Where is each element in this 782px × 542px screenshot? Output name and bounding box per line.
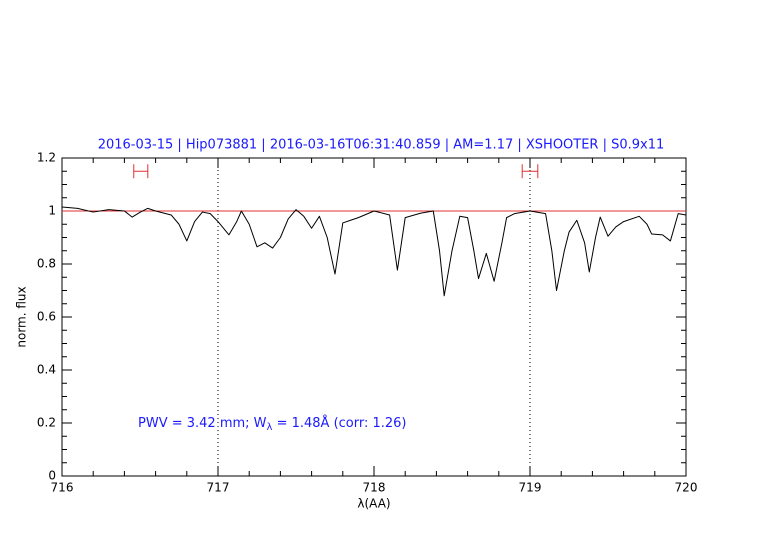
chart-title: 2016-03-15 | Hip073881 | 2016-03-16T06:3…: [98, 138, 665, 153]
x-tick-label: 720: [675, 481, 698, 495]
y-tick-label: 0.2: [37, 416, 56, 430]
y-tick-label: 1: [48, 204, 56, 218]
spectrum-line: [61, 206, 687, 297]
x-tick-label: 717: [207, 481, 230, 495]
y-tick-label: 0.4: [37, 363, 56, 377]
y-tick-label: 1.2: [37, 151, 56, 165]
annotation-subscript: λ: [267, 422, 273, 433]
x-axis-label: λ(AA): [357, 497, 390, 511]
annotation-text: = 1.48Å (corr: 1.26): [272, 415, 406, 431]
y-tick-label: 0.6: [37, 310, 56, 324]
y-axis-label: norm. flux: [15, 286, 29, 347]
y-tick-label: 0.8: [37, 257, 56, 271]
annotation: PWV = 3.42 mm; Wλ = 1.48Å (corr: 1.26): [138, 415, 407, 434]
x-tick-label: 718: [363, 481, 386, 495]
x-tick-label: 716: [51, 481, 74, 495]
annotation-text: PWV = 3.42 mm; W: [138, 416, 267, 431]
y-tick-label: 0: [48, 469, 56, 483]
x-tick-label: 719: [519, 481, 542, 495]
